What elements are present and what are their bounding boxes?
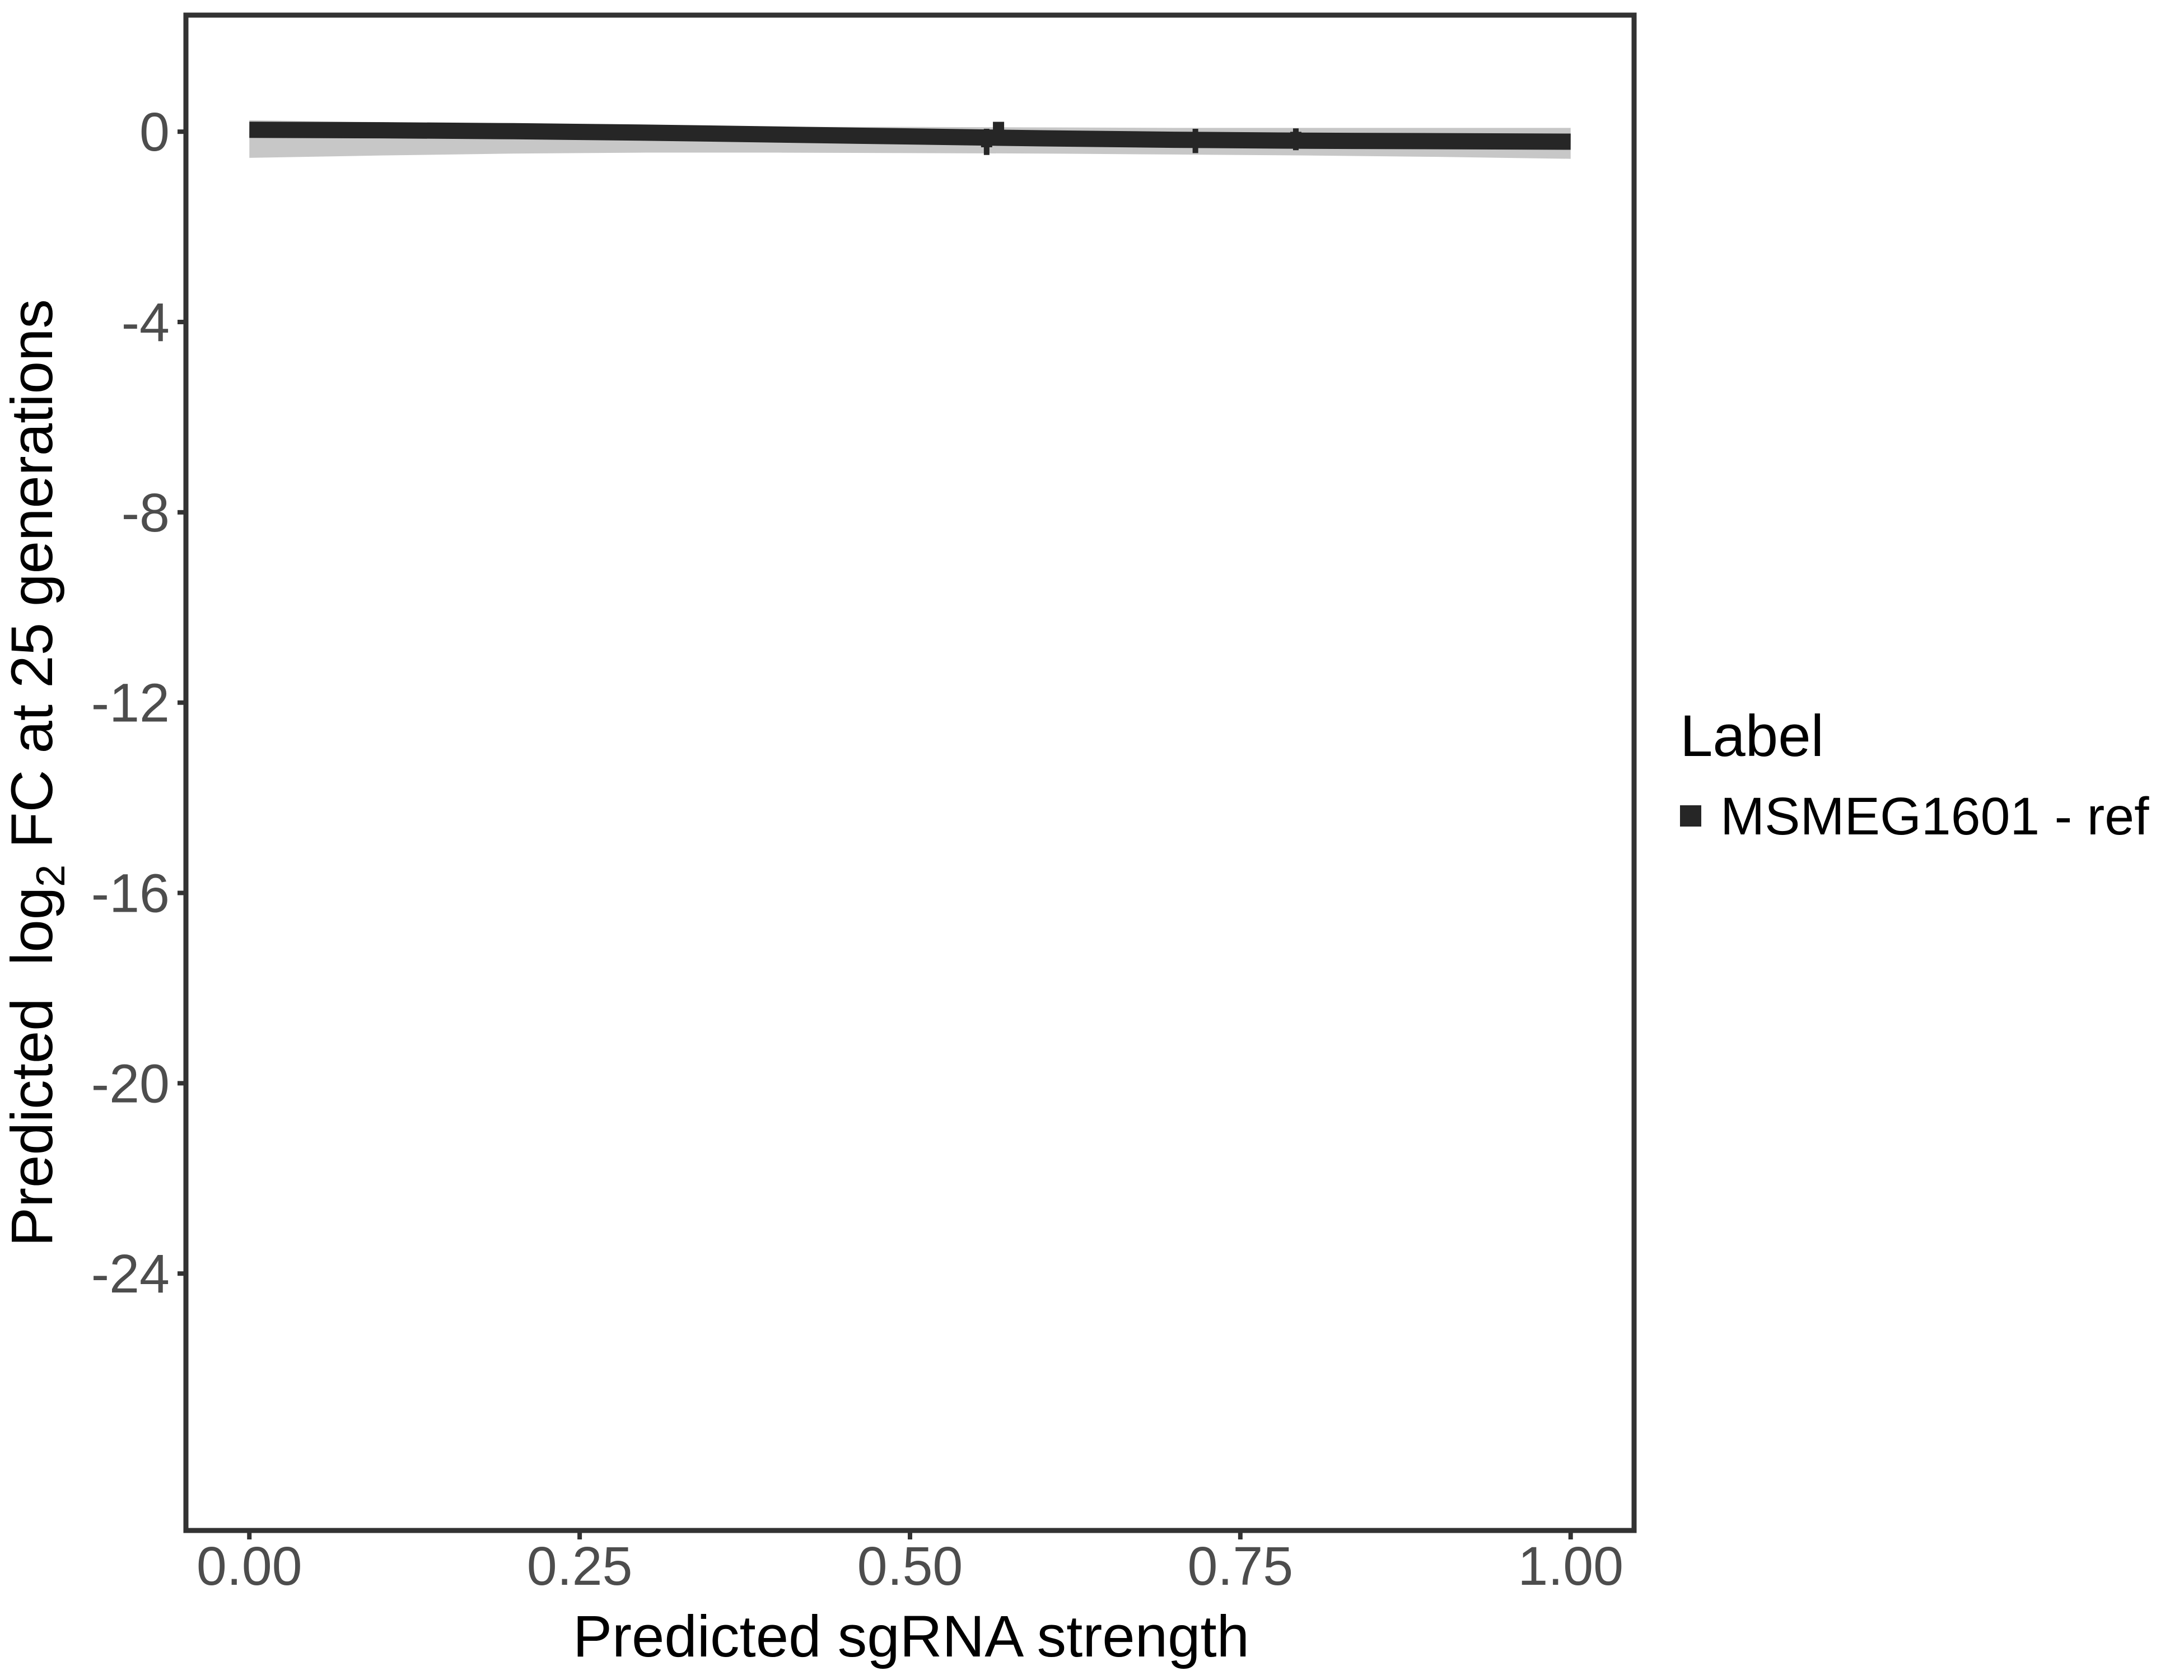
y-axis-title-post: FC at 25 generations [0,299,65,865]
point-marker [981,136,992,147]
y-axis-title-pre: Predicted log [0,887,65,1247]
y-tick-label: -4 [122,292,170,353]
x-axis-title: Predicted sgRNA strength [573,1604,1249,1669]
legend: Label MSMEG1601 - ref [1680,703,2149,846]
point-marker [1290,132,1301,143]
y-axis-ticks: 0 -4 -8 -12 -16 -20 -24 [91,101,185,1304]
x-tick-label: 0.75 [1187,1536,1293,1597]
x-tick-label: 0.25 [527,1536,633,1597]
data-points [981,122,1301,147]
line-path [249,122,1571,150]
y-axis-title: Predicted log2 FC at 25 generations [0,299,73,1247]
x-tick-label: 1.00 [1518,1536,1623,1597]
smooth-line [249,122,1571,150]
y-tick-label: -20 [91,1053,170,1114]
point-marker [993,122,1005,133]
x-tick-label: 0.50 [857,1536,963,1597]
legend-title: Label [1680,703,1824,769]
y-tick-label: 0 [139,101,170,162]
x-axis-ticks: 0.00 0.25 0.50 0.75 1.00 [197,1531,1623,1597]
legend-key-square-icon [1680,805,1701,827]
y-axis-title-subscript: 2 [29,865,73,887]
x-tick-label: 0.00 [197,1536,302,1597]
y-tick-label: -16 [91,863,170,924]
y-tick-label: -12 [91,673,170,734]
y-tick-label: -8 [122,482,170,543]
plot-panel-border [183,12,1637,1533]
y-tick-label: -24 [91,1243,170,1304]
legend-entry-label: MSMEG1601 - ref [1720,787,2149,846]
point-marker [1189,133,1201,144]
